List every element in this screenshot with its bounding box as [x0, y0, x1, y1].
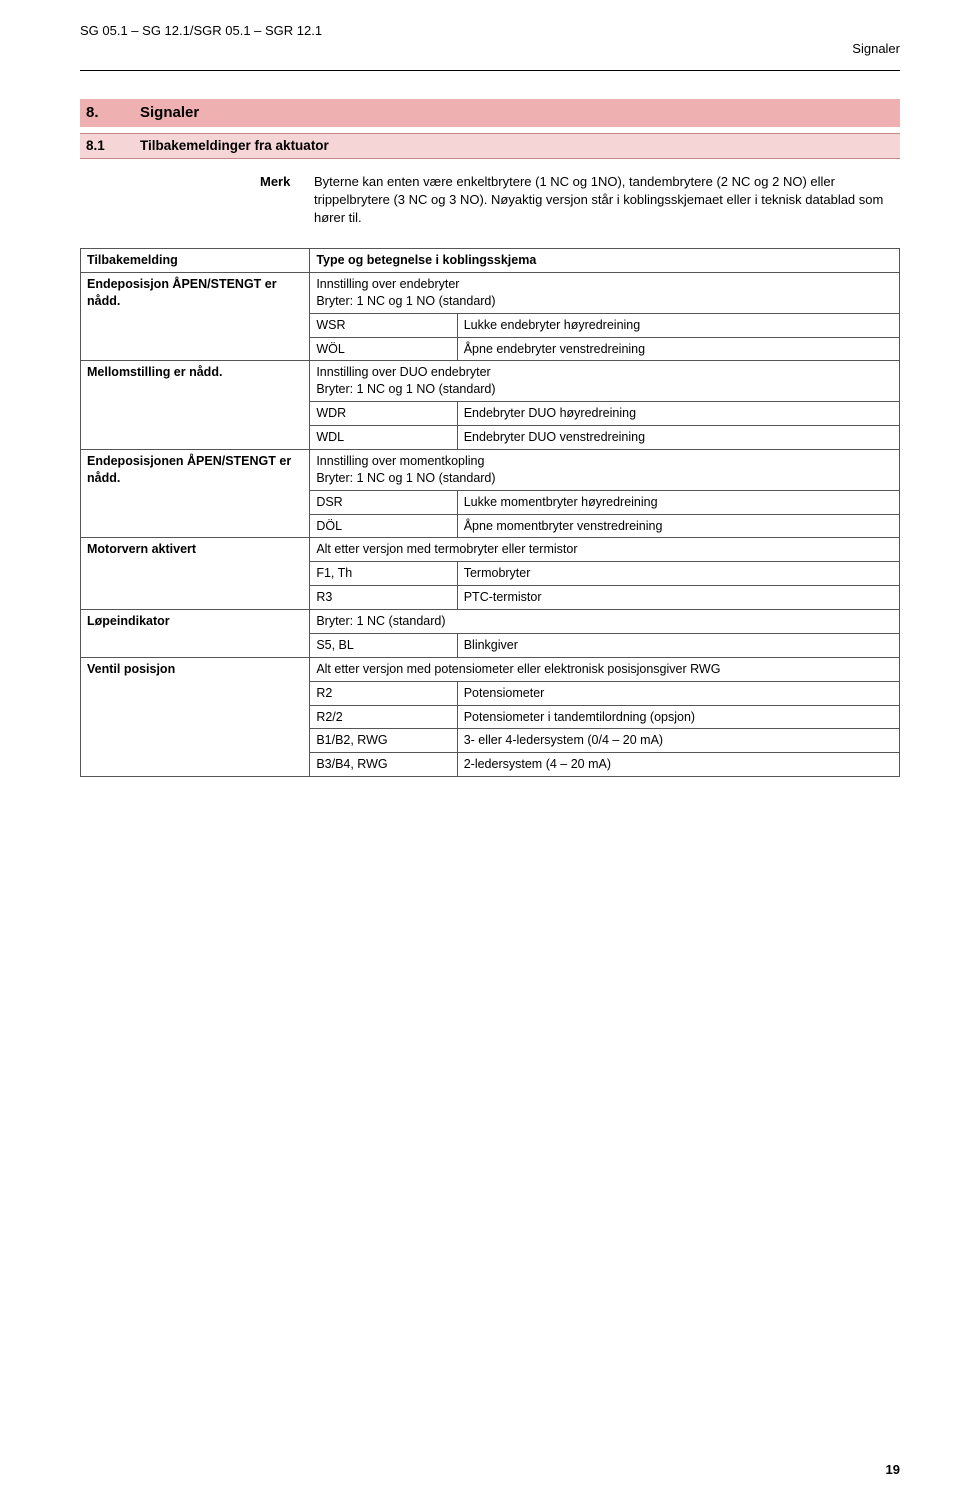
signal-code: R2 [310, 681, 457, 705]
feedback-label: Motorvern aktivert [81, 538, 310, 610]
table-header-row: TilbakemeldingType og betegnelse i kobli… [81, 249, 900, 273]
signal-desc: Endebryter DUO venstredreining [457, 426, 899, 450]
feedback-intro: Innstilling over DUO endebryter Bryter: … [310, 361, 900, 402]
section-number: 8. [86, 103, 140, 123]
note-label: Merk [260, 173, 314, 226]
signal-desc: Lukke endebryter høyredreining [457, 313, 899, 337]
header-left: SG 05.1 – SG 12.1/SGR 05.1 – SGR 12.1 [80, 22, 322, 40]
table-header-col1: Tilbakemelding [81, 249, 310, 273]
table-row: Mellomstilling er nådd.Innstilling over … [81, 361, 900, 402]
feedback-intro: Bryter: 1 NC (standard) [310, 610, 900, 634]
signal-desc: Termobryter [457, 562, 899, 586]
signal-code: DÖL [310, 514, 457, 538]
table-row: Endeposisjon ÅPEN/STENGT er nådd.Innstil… [81, 272, 900, 313]
signal-code: WDR [310, 402, 457, 426]
feedback-label: Ventil posisjon [81, 657, 310, 776]
signal-code: WDL [310, 426, 457, 450]
table-row: LøpeindikatorBryter: 1 NC (standard) [81, 610, 900, 634]
feedback-intro: Innstilling over endebryter Bryter: 1 NC… [310, 272, 900, 313]
signal-code: S5, BL [310, 633, 457, 657]
signal-desc: Lukke momentbryter høyredreining [457, 490, 899, 514]
signal-desc: Endebryter DUO høyredreining [457, 402, 899, 426]
feedback-intro: Alt etter versjon med potensiometer elle… [310, 657, 900, 681]
signal-desc: PTC-termistor [457, 586, 899, 610]
signal-code: B1/B2, RWG [310, 729, 457, 753]
page: SG 05.1 – SG 12.1/SGR 05.1 – SGR 12.1 Si… [0, 0, 960, 1505]
subsection-heading: 8.1Tilbakemeldinger fra aktuator [80, 133, 900, 159]
table-row: Endeposisjonen ÅPEN/STENGT er nådd.Innst… [81, 449, 900, 490]
section-heading: 8.Signaler [80, 99, 900, 127]
signal-desc: Potensiometer [457, 681, 899, 705]
feedback-table: TilbakemeldingType og betegnelse i kobli… [80, 248, 900, 777]
signal-desc: Blinkgiver [457, 633, 899, 657]
feedback-label: Mellomstilling er nådd. [81, 361, 310, 450]
feedback-label: Løpeindikator [81, 610, 310, 658]
table-row: Motorvern aktivertAlt etter versjon med … [81, 538, 900, 562]
signal-code: B3/B4, RWG [310, 753, 457, 777]
header-rule [80, 70, 900, 71]
note-block: Merk Byterne kan enten være enkeltbryter… [260, 173, 900, 226]
signal-code: WSR [310, 313, 457, 337]
feedback-intro: Innstilling over momentkopling Bryter: 1… [310, 449, 900, 490]
signal-code: R3 [310, 586, 457, 610]
signal-desc: Potensiometer i tandemtilordning (opsjon… [457, 705, 899, 729]
subsection-title: Tilbakemeldinger fra aktuator [140, 138, 329, 153]
signal-code: WÖL [310, 337, 457, 361]
note-text: Byterne kan enten være enkeltbrytere (1 … [314, 173, 900, 226]
feedback-intro: Alt etter versjon med termobryter eller … [310, 538, 900, 562]
table-row: Ventil posisjonAlt etter versjon med pot… [81, 657, 900, 681]
signal-desc: Åpne endebryter venstredreining [457, 337, 899, 361]
section-title: Signaler [140, 104, 199, 121]
signal-code: R2/2 [310, 705, 457, 729]
signal-desc: Åpne momentbryter venstredreining [457, 514, 899, 538]
page-number: 19 [886, 1461, 900, 1479]
feedback-label: Endeposisjon ÅPEN/STENGT er nådd. [81, 272, 310, 361]
signal-desc: 3- eller 4-ledersystem (0/4 – 20 mA) [457, 729, 899, 753]
signal-code: DSR [310, 490, 457, 514]
subsection-number: 8.1 [86, 137, 140, 155]
feedback-label: Endeposisjonen ÅPEN/STENGT er nådd. [81, 449, 310, 538]
header-right: Signaler [852, 40, 900, 58]
table-header-col2: Type og betegnelse i koblingsskjema [310, 249, 900, 273]
signal-code: F1, Th [310, 562, 457, 586]
signal-desc: 2-ledersystem (4 – 20 mA) [457, 753, 899, 777]
